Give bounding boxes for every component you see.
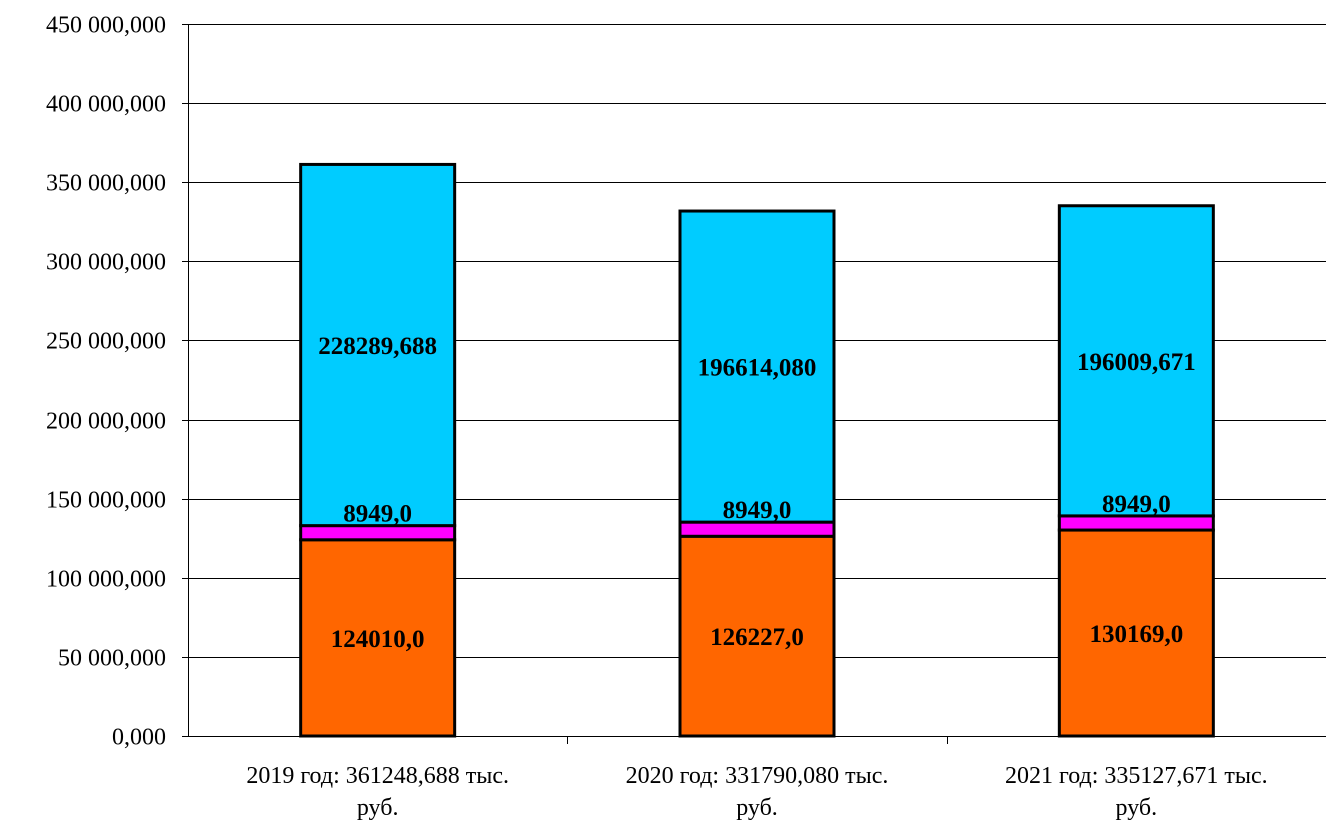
x-category-label-line: руб.: [1116, 795, 1158, 821]
bar-segment: [299, 538, 457, 738]
y-tick-label: 50 000,000: [58, 646, 166, 672]
x-category-label-line: 2021 год: 335127,671 тыс.: [1005, 763, 1268, 789]
x-category-label-line: руб.: [357, 795, 399, 821]
y-tick-label: 100 000,000: [46, 567, 166, 593]
bar-segment: [299, 162, 457, 528]
y-tick-label: 400 000,000: [46, 92, 166, 118]
y-tick-label: 150 000,000: [46, 488, 166, 514]
data-label: 130169,0: [1089, 621, 1183, 648]
bar-segment: [678, 520, 836, 538]
x-axis-categories: 2019 год: 361248,688 тыс. руб.2020 год: 3…: [246, 763, 1267, 821]
bars: [299, 162, 1215, 738]
y-tick-label: 350 000,000: [46, 171, 166, 197]
data-label: 8949,0: [723, 497, 792, 524]
x-category-label-line: 2020 год: 331790,080 тыс.: [626, 763, 889, 789]
bar-segment: [678, 209, 836, 524]
data-label: 124010,0: [331, 626, 425, 653]
data-label: 196614,080: [698, 355, 817, 382]
axes: [182, 24, 1326, 744]
data-label: 8949,0: [1102, 491, 1171, 518]
data-label: 126227,0: [710, 624, 804, 651]
x-category-label-line: руб.: [736, 795, 778, 821]
y-tick-label: 450 000,000: [46, 13, 166, 39]
y-tick-label: 200 000,000: [46, 409, 166, 435]
y-axis-ticks: 0,000 50 000,000 100 000,000 150 000,000 200…: [46, 13, 166, 751]
data-label: 8949,0: [343, 501, 412, 528]
y-tick-label: 0,000: [112, 725, 166, 751]
x-category-label: 2019 год: 361248,688 тыс. руб.: [246, 763, 509, 821]
x-category-label-line: 2019 год: 361248,688 тыс.: [246, 763, 509, 789]
y-tick-label: 300 000,000: [46, 250, 166, 276]
data-labels: 124010,0 8949,0 228289,688 126227,0 8949,0 19…: [318, 333, 1195, 653]
bar-segment: [1057, 514, 1215, 532]
x-category-label: 2020 год: 331790,080 тыс. руб.: [626, 763, 889, 821]
bar-segment: [1057, 204, 1215, 518]
data-label: 228289,688: [318, 333, 437, 360]
y-tick-label: 250 000,000: [46, 329, 166, 355]
bar-segment: [299, 524, 457, 542]
data-label: 196009,671: [1077, 349, 1196, 376]
x-category-label: 2021 год: 335127,671 тыс. руб.: [1005, 763, 1268, 821]
